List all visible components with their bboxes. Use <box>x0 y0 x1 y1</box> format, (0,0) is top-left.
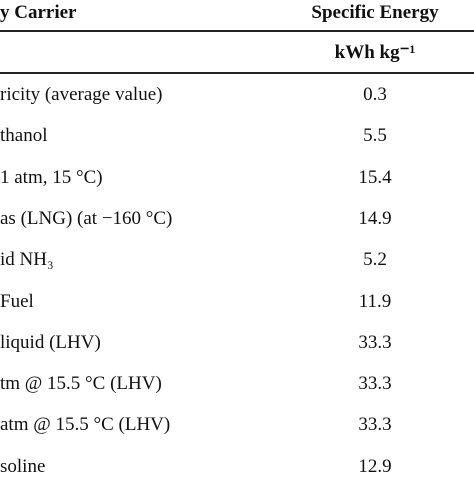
energy-cell: 15.4 <box>358 166 392 188</box>
rule <box>0 72 474 74</box>
carrier-cell: thanol <box>0 125 48 147</box>
carrier-cell: Fuel <box>0 290 34 312</box>
rule <box>0 30 474 32</box>
energy-cell: 33.3 <box>358 373 392 395</box>
energy-cell: 5.5 <box>363 125 387 147</box>
carrier-cell: liquid (LHV) <box>0 331 101 353</box>
carrier-cell: 1 atm, 15 °C) <box>0 166 103 188</box>
header-cell: Specific Energy <box>311 2 439 23</box>
carrier-cell: id NH₃ <box>0 249 54 271</box>
energy-cell: 12.9 <box>358 455 392 477</box>
header-cell: y Carrier <box>0 2 77 23</box>
energy-cell: 14.9 <box>358 207 392 229</box>
carrier-cell: as (LNG) (at −160 °C) <box>0 207 173 229</box>
energy-cell: 33.3 <box>358 414 392 436</box>
energy-cell: 33.3 <box>358 331 392 353</box>
carrier-cell: atm @ 15.5 °C (LHV) <box>0 414 171 436</box>
carrier-cell: tm @ 15.5 °C (LHV) <box>0 373 162 395</box>
energy-cell: 5.2 <box>363 249 387 271</box>
carrier-cell: ricity (average value) <box>0 84 163 105</box>
energy-cell: 11.9 <box>358 290 392 312</box>
energy-cell: 0.3 <box>363 84 387 105</box>
unit-cell: kWh kg⁻¹ <box>334 42 416 63</box>
carrier-cell: soline <box>0 455 46 477</box>
